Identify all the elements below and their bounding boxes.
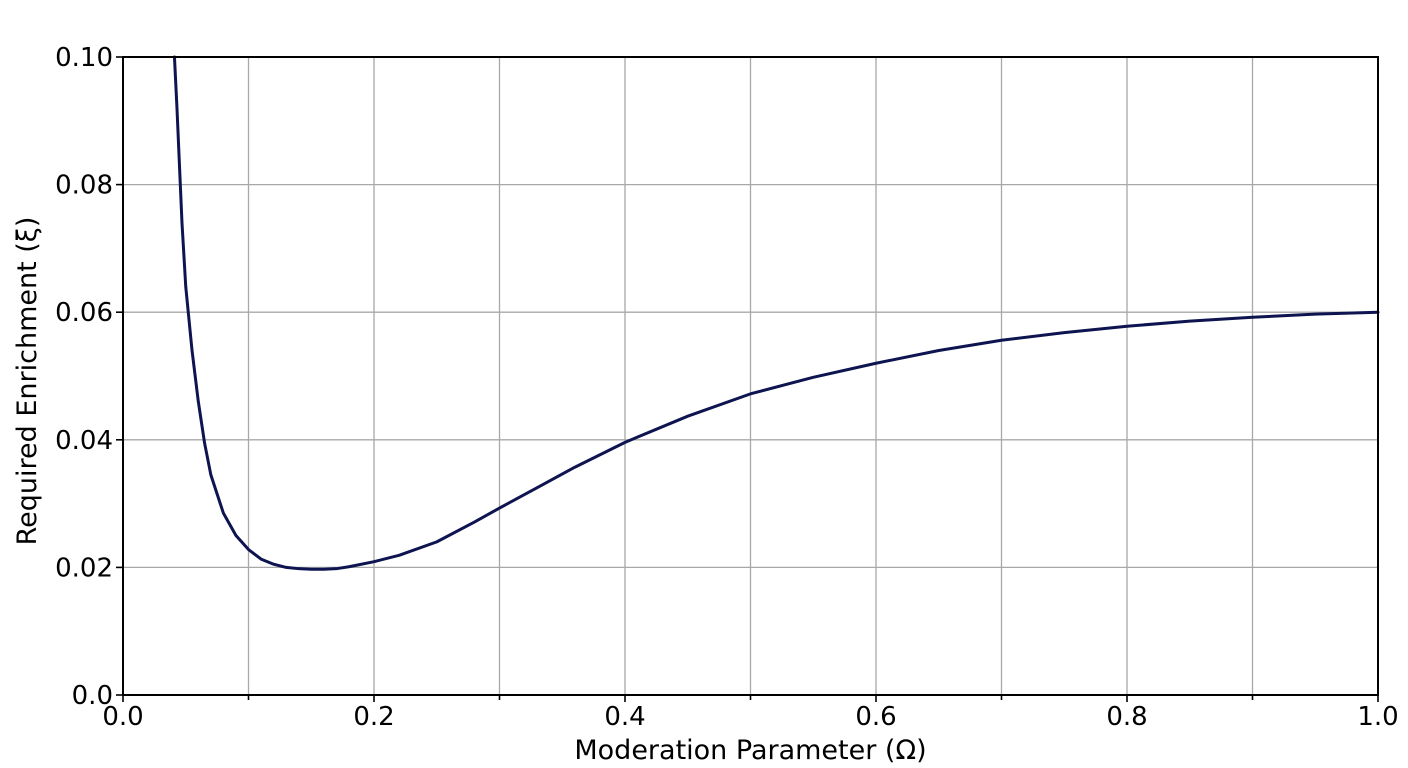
x-tick-label: 1.0 (1357, 702, 1398, 732)
axis-ticks: 0.0 0.2 0.4 0.6 0.8 1.0 0.0 0.02 0.04 0.06 0.08 0.1… (55, 43, 1399, 732)
y-tick-label: 0.08 (55, 171, 113, 201)
x-tick-label: 0.2 (353, 702, 394, 732)
y-tick-label: 0.10 (55, 43, 113, 73)
y-tick-label: 0.04 (55, 426, 113, 456)
grid (123, 57, 1378, 695)
x-tick-label: 0.8 (1106, 702, 1147, 732)
y-tick-label: 0.06 (55, 298, 113, 328)
x-tick-label: 0.0 (102, 702, 143, 732)
y-tick-label: 0.02 (55, 553, 113, 583)
y-axis-label: Required Enrichment (ξ) (12, 217, 43, 546)
y-tick-label: 0.0 (72, 681, 113, 711)
x-axis-label: Moderation Parameter (Ω) (574, 735, 926, 766)
x-tick-label: 0.6 (855, 702, 896, 732)
series-line-1 (172, 55, 1380, 571)
series-layer (172, 55, 1380, 571)
x-tick-label: 0.4 (604, 702, 645, 732)
axis-labels: Moderation Parameter (Ω) Required Enrich… (12, 217, 927, 766)
